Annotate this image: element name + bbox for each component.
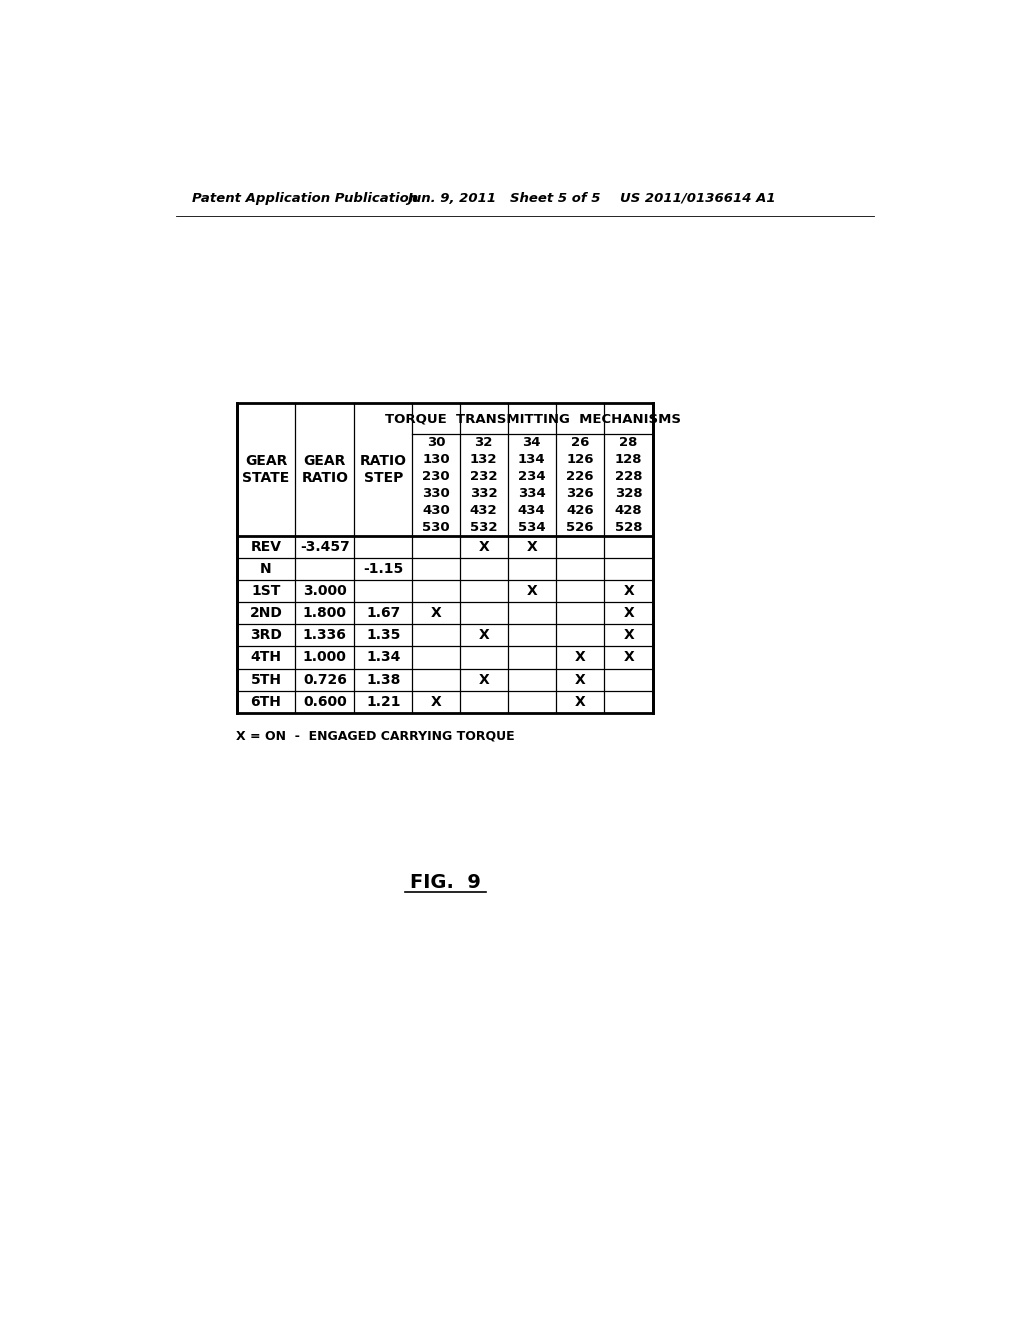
- Text: 232: 232: [470, 470, 498, 483]
- Text: GEAR
STATE: GEAR STATE: [243, 454, 290, 484]
- Text: 6TH: 6TH: [251, 694, 282, 709]
- Text: 132: 132: [470, 453, 498, 466]
- Text: X: X: [431, 694, 441, 709]
- Text: 126: 126: [566, 453, 594, 466]
- Text: 1.35: 1.35: [367, 628, 400, 643]
- Text: X: X: [624, 583, 634, 598]
- Text: 526: 526: [566, 520, 594, 533]
- Text: 130: 130: [422, 453, 450, 466]
- Text: 332: 332: [470, 487, 498, 500]
- Text: FIG.  9: FIG. 9: [411, 873, 481, 892]
- Text: RATIO
STEP: RATIO STEP: [359, 454, 407, 484]
- Text: Jun. 9, 2011   Sheet 5 of 5: Jun. 9, 2011 Sheet 5 of 5: [407, 191, 600, 205]
- Bar: [237, 404, 653, 713]
- Text: 0.726: 0.726: [303, 673, 347, 686]
- Text: 326: 326: [566, 487, 594, 500]
- Text: X: X: [574, 694, 585, 709]
- Text: 328: 328: [614, 487, 642, 500]
- Text: 1.800: 1.800: [303, 606, 347, 620]
- Text: X = ON  -  ENGAGED CARRYING TORQUE: X = ON - ENGAGED CARRYING TORQUE: [237, 730, 515, 743]
- Text: 234: 234: [518, 470, 546, 483]
- Text: -1.15: -1.15: [364, 562, 403, 576]
- Text: Patent Application Publication: Patent Application Publication: [193, 191, 419, 205]
- Text: 1.67: 1.67: [367, 606, 400, 620]
- Text: X: X: [574, 651, 585, 664]
- Text: 34: 34: [522, 436, 541, 449]
- Text: 228: 228: [614, 470, 642, 483]
- Text: 528: 528: [614, 520, 642, 533]
- Text: 5TH: 5TH: [251, 673, 282, 686]
- Text: 4TH: 4TH: [251, 651, 282, 664]
- Text: 1.38: 1.38: [367, 673, 400, 686]
- Text: US 2011/0136614 A1: US 2011/0136614 A1: [621, 191, 776, 205]
- Text: 0.600: 0.600: [303, 694, 347, 709]
- Text: 1.21: 1.21: [367, 694, 400, 709]
- Text: X: X: [526, 540, 538, 554]
- Text: 3.000: 3.000: [303, 583, 347, 598]
- Text: 26: 26: [570, 436, 589, 449]
- Text: 1ST: 1ST: [251, 583, 281, 598]
- Text: 1.34: 1.34: [367, 651, 400, 664]
- Text: 128: 128: [614, 453, 642, 466]
- Text: 1.000: 1.000: [303, 651, 347, 664]
- Text: 226: 226: [566, 470, 594, 483]
- Text: TORQUE  TRANSMITTING  MECHANISMS: TORQUE TRANSMITTING MECHANISMS: [385, 412, 681, 425]
- Text: 30: 30: [427, 436, 445, 449]
- Text: 434: 434: [518, 504, 546, 517]
- Text: 134: 134: [518, 453, 546, 466]
- Text: X: X: [624, 651, 634, 664]
- Text: 530: 530: [422, 520, 450, 533]
- Text: X: X: [574, 673, 585, 686]
- Text: X: X: [624, 628, 634, 643]
- Text: X: X: [478, 628, 489, 643]
- Text: 28: 28: [620, 436, 638, 449]
- Text: -3.457: -3.457: [300, 540, 350, 554]
- Text: 534: 534: [518, 520, 546, 533]
- Text: 334: 334: [518, 487, 546, 500]
- Text: 432: 432: [470, 504, 498, 517]
- Text: 330: 330: [422, 487, 450, 500]
- Text: 430: 430: [422, 504, 450, 517]
- Text: 2ND: 2ND: [250, 606, 283, 620]
- Text: X: X: [478, 540, 489, 554]
- Text: 426: 426: [566, 504, 594, 517]
- Text: 32: 32: [474, 436, 493, 449]
- Text: X: X: [431, 606, 441, 620]
- Text: 3RD: 3RD: [250, 628, 282, 643]
- Text: 428: 428: [614, 504, 642, 517]
- Text: X: X: [526, 583, 538, 598]
- Text: 532: 532: [470, 520, 498, 533]
- Text: N: N: [260, 562, 271, 576]
- Text: X: X: [624, 606, 634, 620]
- Text: 230: 230: [422, 470, 450, 483]
- Text: X: X: [478, 673, 489, 686]
- Text: REV: REV: [251, 540, 282, 554]
- Text: GEAR
RATIO: GEAR RATIO: [301, 454, 348, 484]
- Text: 1.336: 1.336: [303, 628, 347, 643]
